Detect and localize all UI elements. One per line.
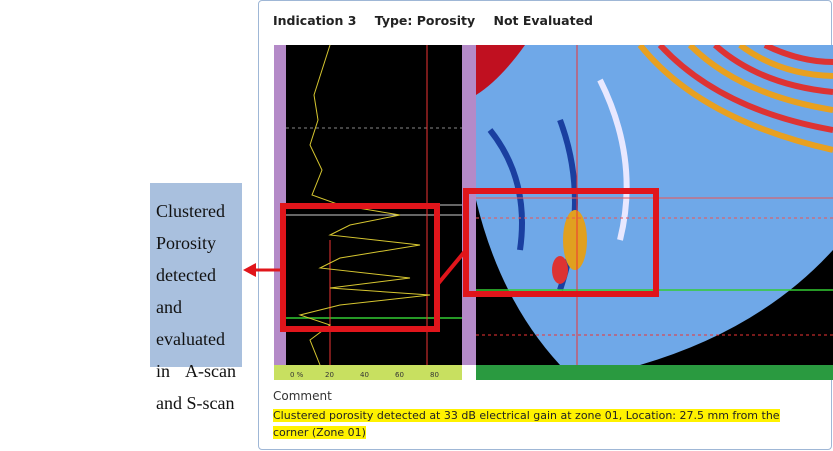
- axis-label: 60: [395, 371, 404, 379]
- porosity-indication: [563, 210, 587, 270]
- axis-label: 80: [430, 371, 439, 379]
- arrow-head: [243, 263, 256, 277]
- axis-label: 0 %: [290, 371, 304, 379]
- axis-label: 20: [325, 371, 334, 379]
- axis-label: 40: [360, 371, 369, 379]
- porosity-indication: [552, 256, 568, 284]
- sscan-axis: [476, 365, 833, 380]
- scan-views: 0 % 20 40 60 80: [0, 0, 833, 451]
- page: Clustered Porosity detected and evaluate…: [0, 0, 833, 451]
